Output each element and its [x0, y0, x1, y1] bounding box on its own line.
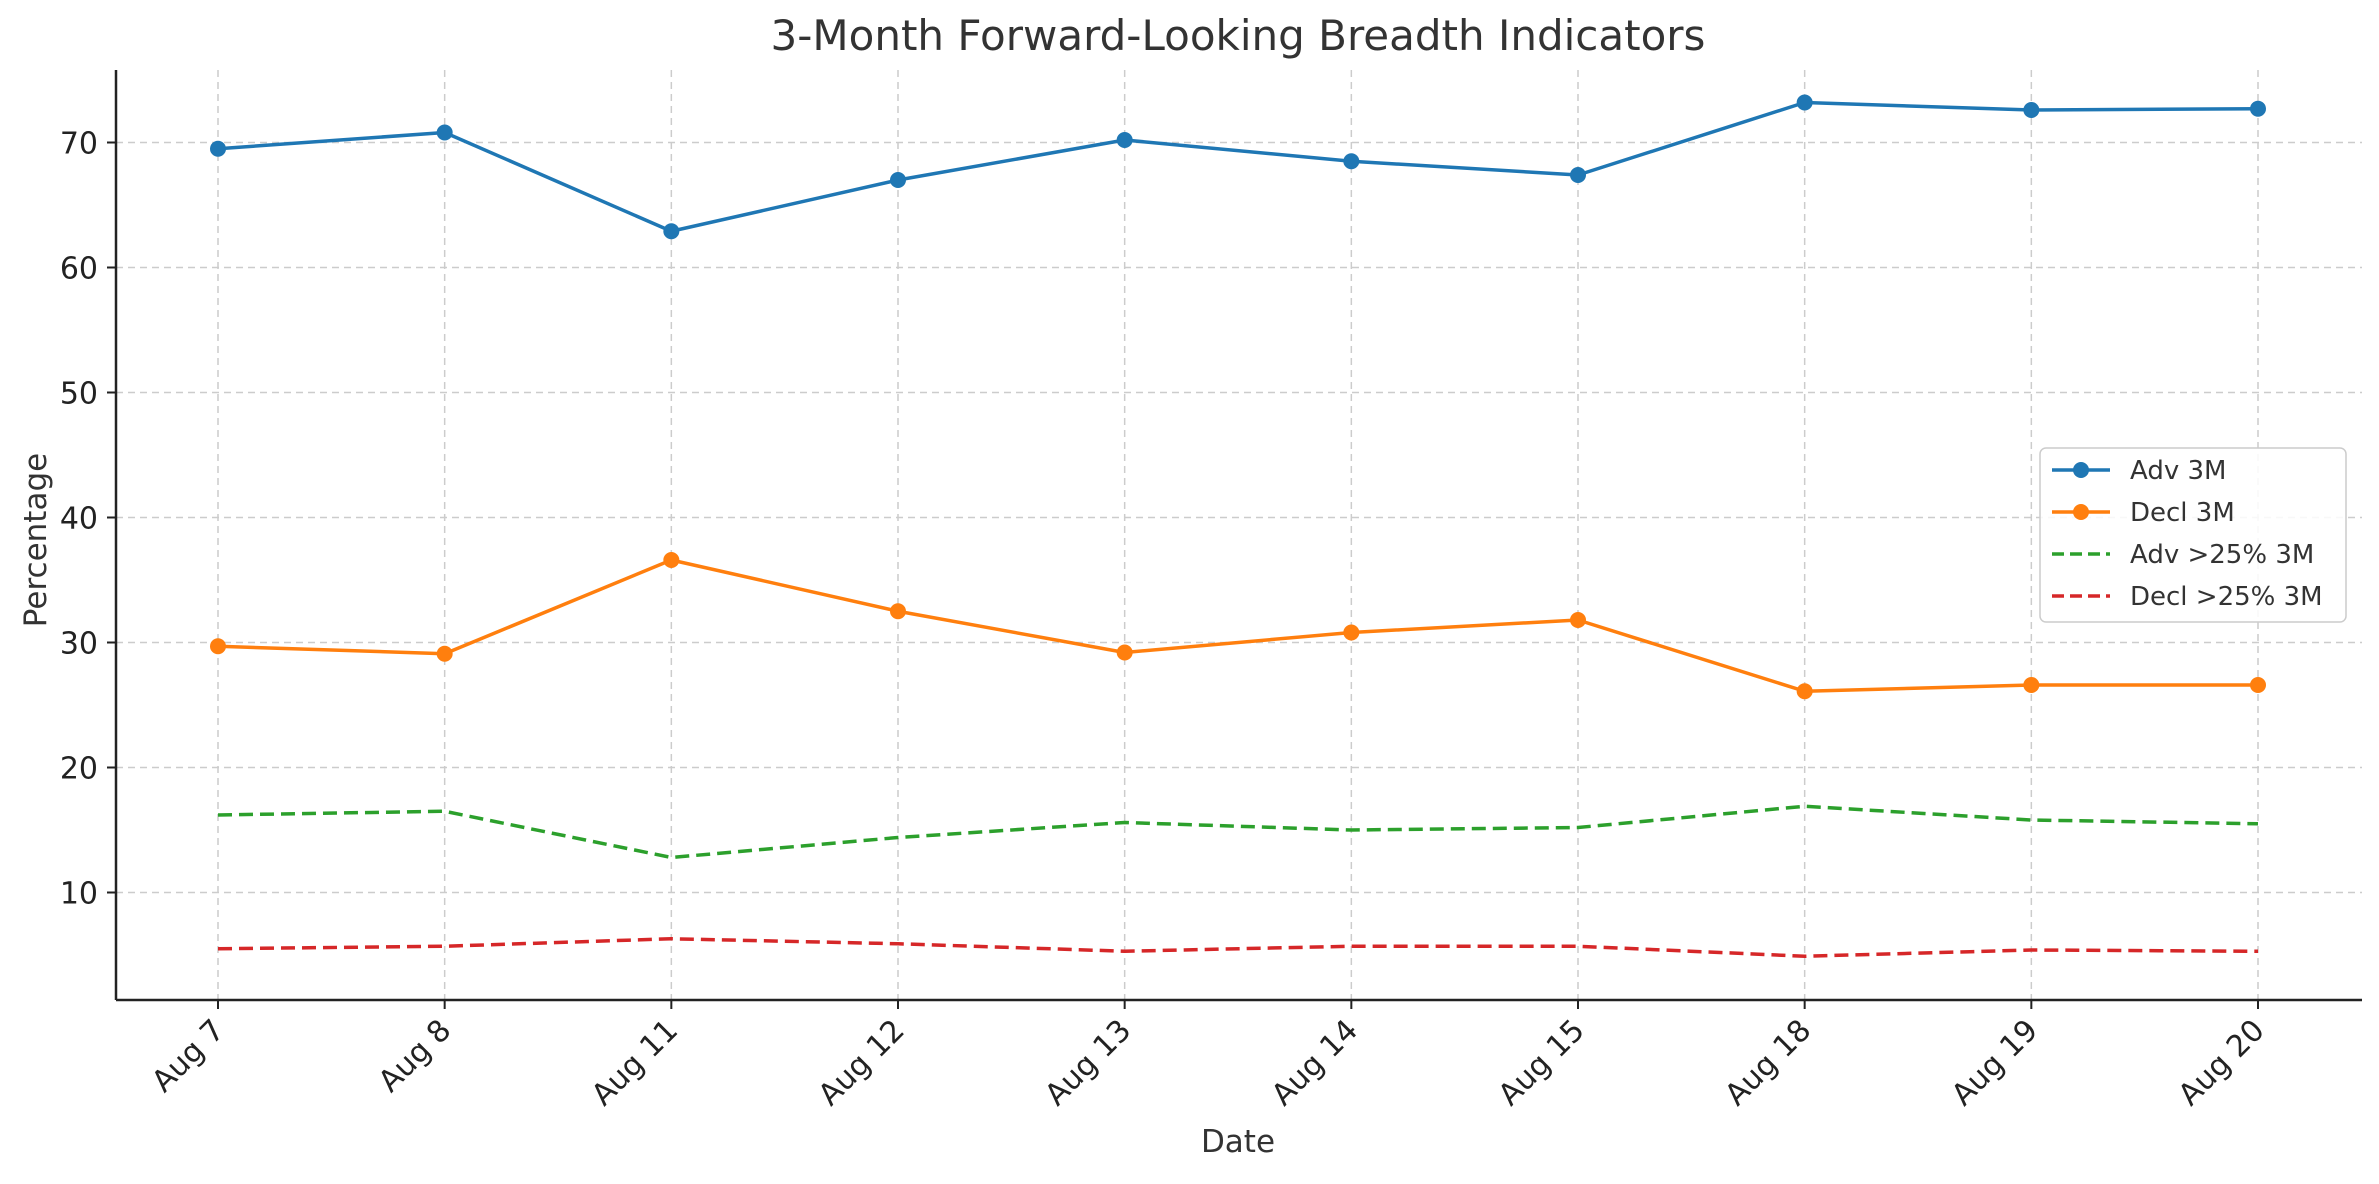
series-line-decl-25-3m: [217, 937, 2259, 958]
data-point-adv-3m: [890, 172, 906, 188]
axes-layer: [114, 70, 2362, 1002]
y-tick-label: 20: [60, 752, 98, 787]
data-point-decl-3m: [436, 645, 453, 662]
data-point-decl-3m: [663, 552, 680, 568]
data-point-decl-3m: [1570, 612, 1586, 628]
series-layer: [210, 94, 2266, 958]
y-tick-label: 50: [60, 377, 98, 412]
data-point-adv-3m: [1570, 167, 1586, 183]
y-tick-label: 10: [60, 877, 98, 912]
legend-label-adv-3m: Adv 3M: [2130, 456, 2226, 486]
legend-marker-decl-3m: [2073, 504, 2089, 520]
legend-box: [2039, 447, 2347, 623]
data-point-decl-3m: [1343, 624, 1360, 641]
legend-label-decl-3m: Decl 3M: [2130, 498, 2235, 528]
y-tick-label: 30: [60, 627, 98, 662]
x-axis-label: Date: [1201, 1124, 1275, 1160]
grid-layer: [116, 70, 2362, 1000]
data-point-decl-3m: [1796, 683, 1813, 700]
data-point-decl-3m: [2250, 677, 2266, 693]
y-ticks: 10 20 30 40 50 60 70: [60, 127, 116, 912]
legend-marker-adv-3m: [2073, 462, 2089, 478]
legend-label-adv-25-3m: Adv >25% 3M: [2130, 540, 2314, 570]
data-point-adv-3m: [1796, 94, 1813, 111]
data-point-adv-3m: [663, 223, 680, 240]
y-tick-label: 60: [60, 252, 98, 287]
data-point-adv-3m: [210, 140, 226, 157]
series-line-adv-25-3m: [217, 804, 2259, 860]
data-point-adv-3m: [1343, 153, 1360, 170]
data-point-decl-3m: [2023, 677, 2040, 693]
y-axis-label: Percentage: [18, 453, 54, 627]
data-point-decl-3m: [210, 638, 226, 655]
data-point-adv-3m: [436, 124, 453, 141]
legend: Adv 3M Decl 3M Adv >25% 3M Decl >25% 3M: [2039, 447, 2347, 623]
legend-label-decl-25-3m: Decl >25% 3M: [2130, 582, 2323, 612]
data-point-adv-3m: [2023, 102, 2040, 118]
y-tick-label: 70: [60, 127, 98, 162]
data-point-adv-3m: [2250, 100, 2266, 117]
data-point-decl-3m: [1116, 644, 1133, 661]
y-tick-label: 40: [60, 502, 98, 537]
series-line-adv-3m: [217, 100, 2259, 233]
chart-title: 3-Month Forward-Looking Breadth Indicato…: [771, 11, 1706, 60]
data-point-decl-3m: [890, 603, 906, 620]
series-line-decl-3m: [217, 558, 2258, 693]
data-point-adv-3m: [1116, 132, 1133, 148]
